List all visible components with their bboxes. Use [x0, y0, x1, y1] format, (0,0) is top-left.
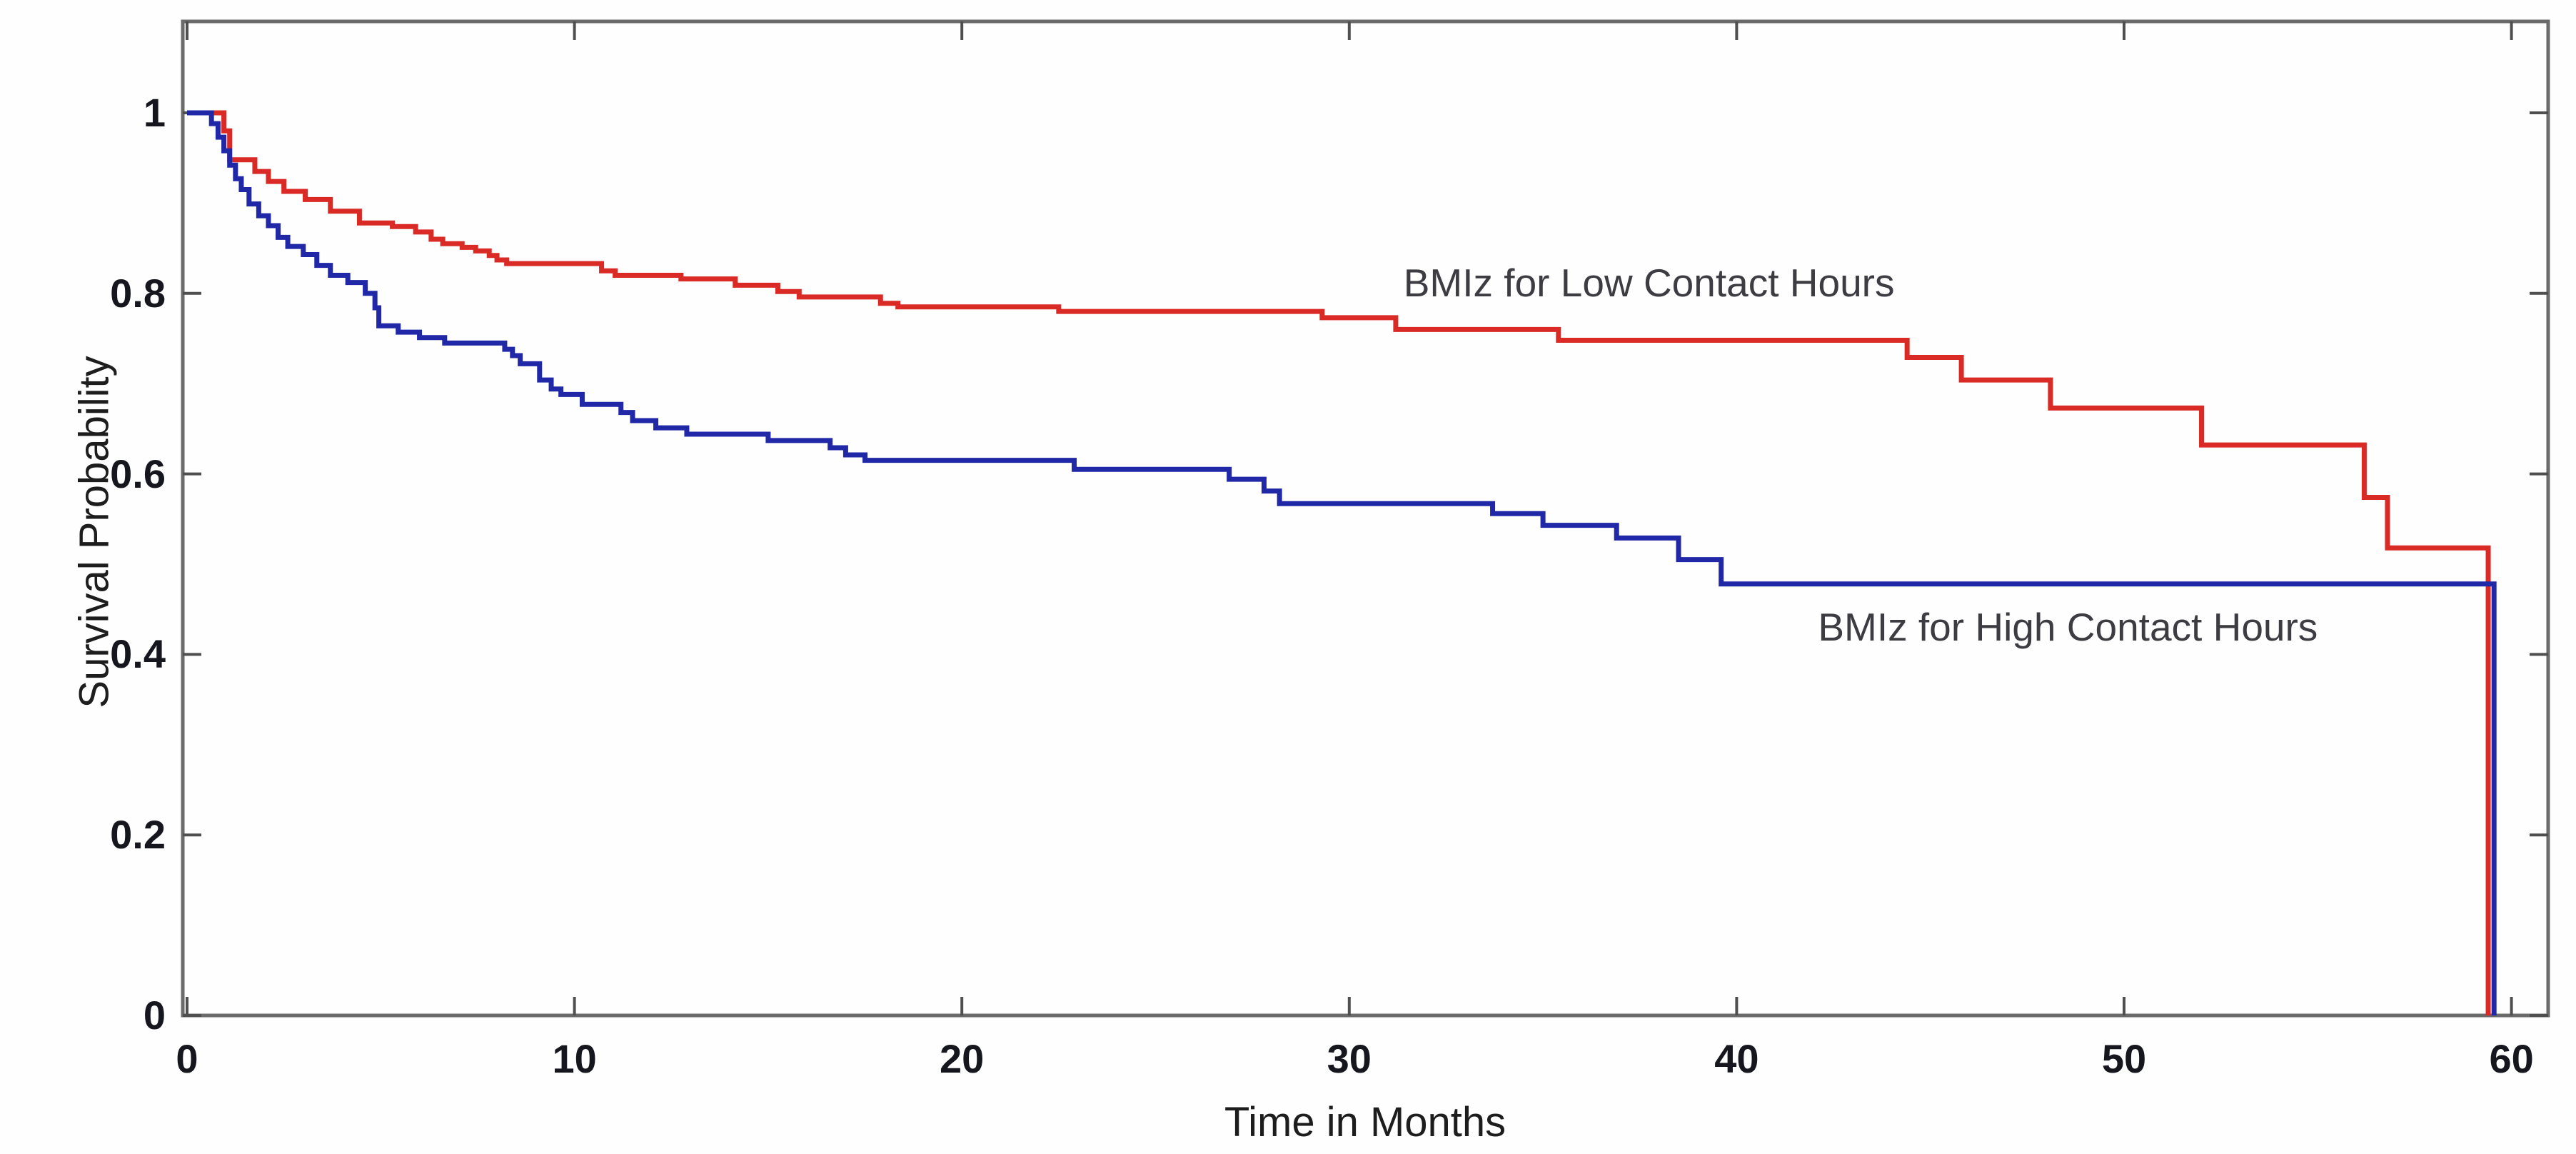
y-tick-label: 0.8 [110, 270, 166, 316]
series-label-low-contact-hours: BMIz for Low Contact Hours [1403, 261, 1895, 306]
y-tick-label: 1 [143, 90, 166, 135]
x-axis-title: Time in Months [1224, 1099, 1506, 1145]
x-tick-label: 50 [2101, 1036, 2147, 1081]
x-tick-label: 10 [552, 1036, 597, 1081]
y-tick-label: 0.4 [110, 631, 166, 677]
x-tick-label: 30 [1327, 1036, 1372, 1081]
x-tick-label: 20 [940, 1036, 985, 1081]
plot-border [181, 19, 2550, 1018]
x-tick-label: 60 [2489, 1036, 2534, 1081]
y-tick-label: 0.2 [110, 812, 166, 858]
x-tick-label: 40 [1714, 1036, 1759, 1081]
y-tick-label: 0 [143, 993, 166, 1038]
series-label-high-contact-hours: BMIz for High Contact Hours [1818, 604, 2318, 649]
survival-curve-low-contact [187, 110, 2491, 1015]
x-tick-label: 0 [176, 1036, 198, 1081]
y-tick-label: 0.6 [110, 451, 166, 496]
survival-curve-high-contact [187, 110, 2497, 1015]
